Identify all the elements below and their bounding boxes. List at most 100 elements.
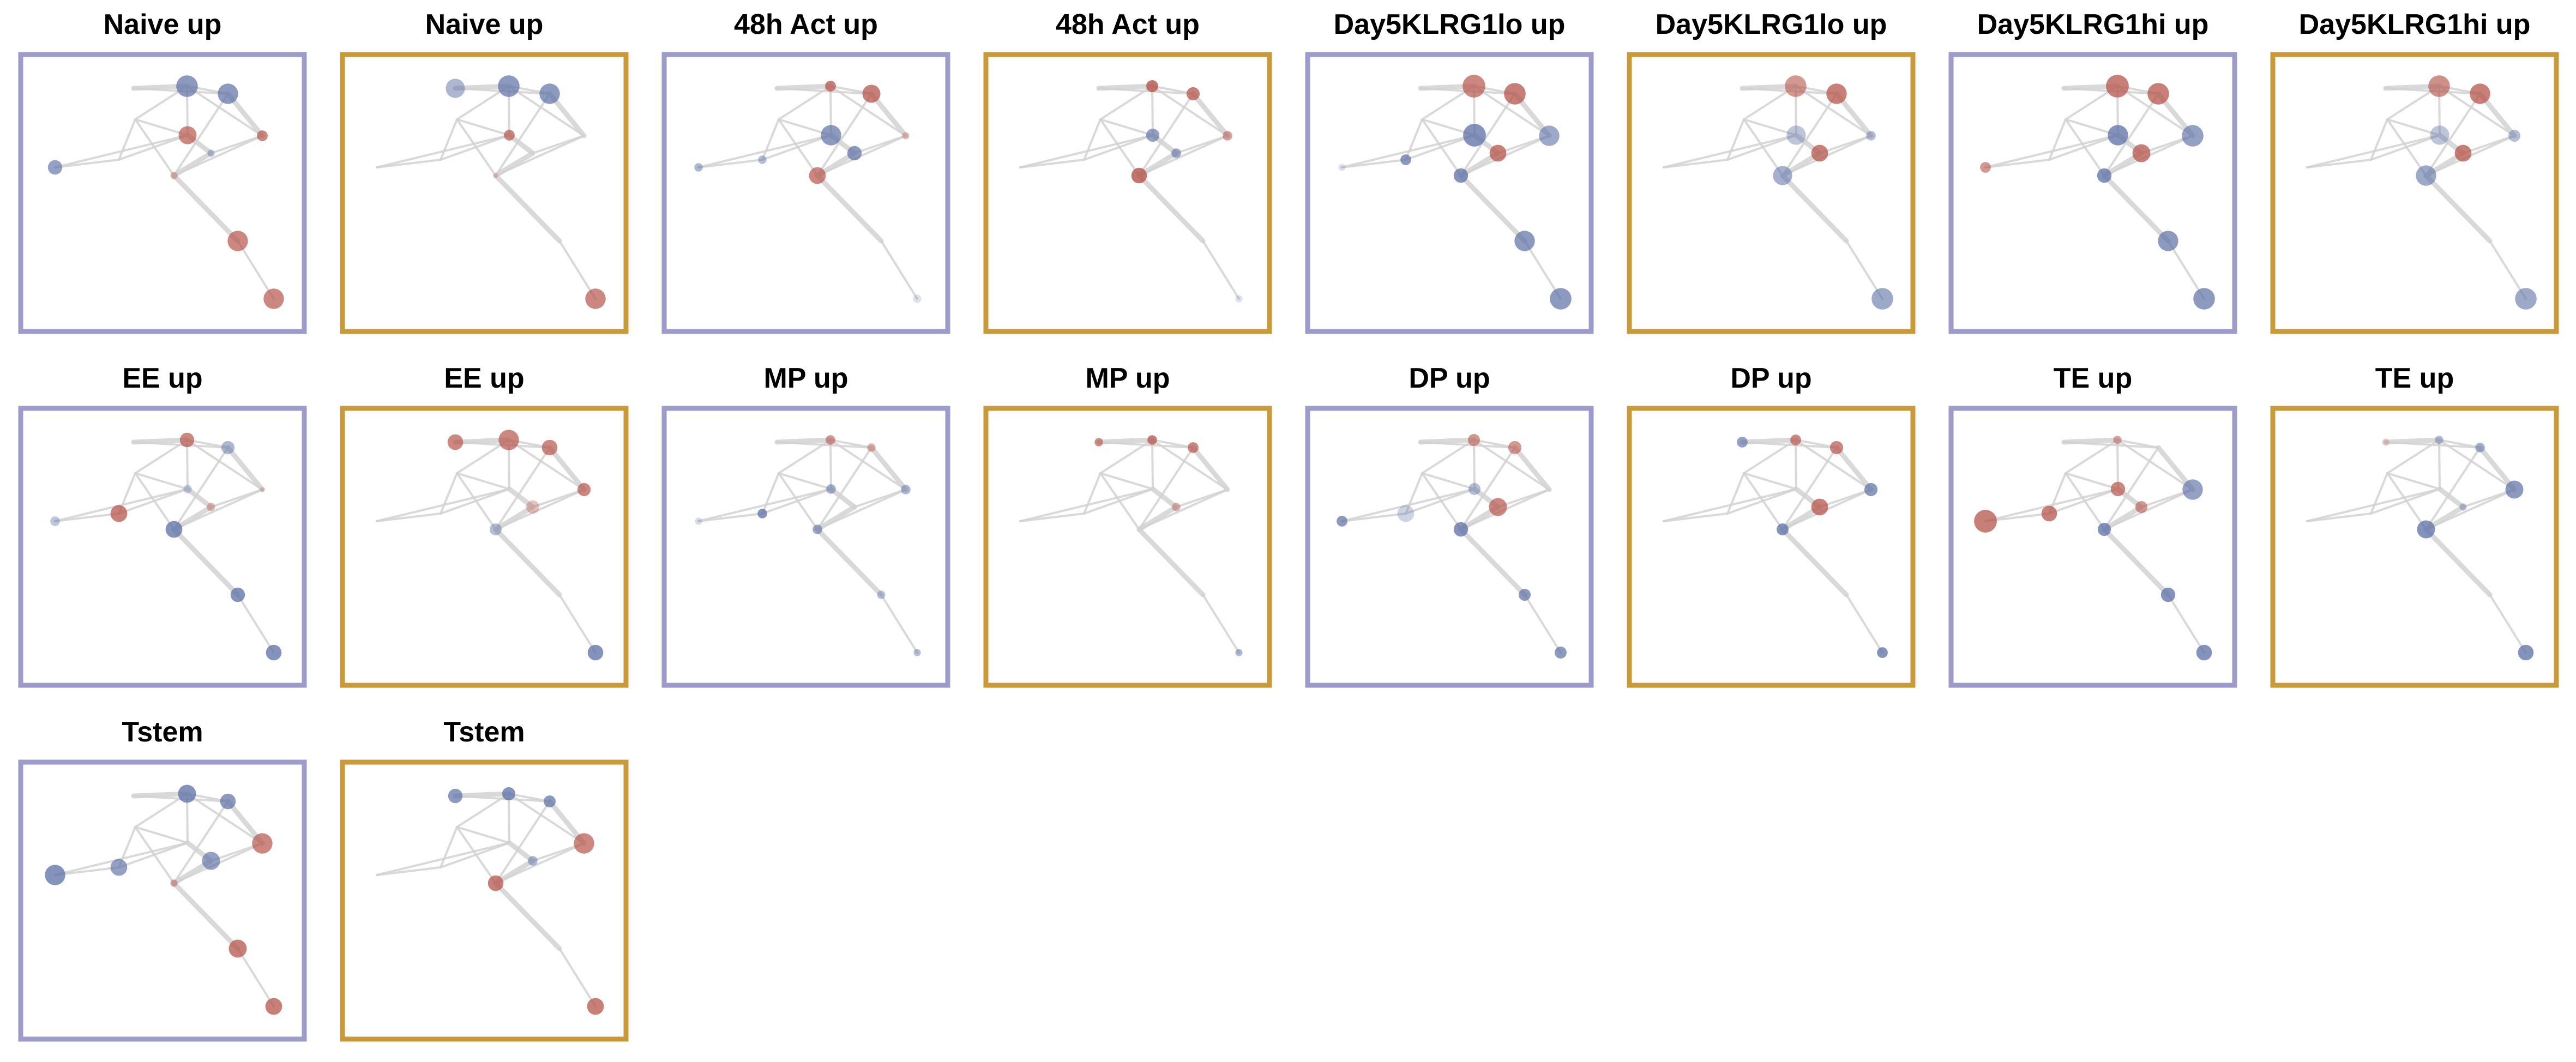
panel-9: EE up [18,363,307,688]
network-nodes [50,432,282,661]
network-node-n3 [1468,434,1480,446]
network-edge [1019,159,1085,168]
network-edge [1780,173,1849,244]
network-edge [225,445,265,492]
network-node-n4 [221,441,235,455]
network-edge [1473,439,1516,449]
network-edge [173,93,229,177]
network-edge [1151,85,1229,137]
network-node-n5 [577,482,591,497]
network-node-n5 [901,485,911,494]
network-node-n5 [260,487,265,492]
network-edge [54,488,189,522]
network-node-n4 [1504,83,1526,105]
network-node-n9 [2430,125,2449,145]
network-edge [1083,488,1154,515]
network-edge [2065,118,2105,177]
network-node-n6 [809,167,826,184]
network-node-n12 [2515,288,2537,310]
network-node-n4 [1186,87,1200,101]
network-edge [532,135,585,154]
network-node-n5 [252,833,273,854]
network-node-n5 [2505,480,2524,499]
panel-title: DP up [1730,363,1811,394]
network-node-n6 [812,524,822,534]
network-node-n9 [1463,124,1486,147]
network-node-n4 [541,439,558,456]
network-edge [697,159,763,168]
network-edge [376,159,442,168]
network-edge [186,793,263,844]
network-node-n3 [2113,436,2122,444]
network-edge [210,135,263,154]
network-edge [2116,439,2194,491]
network-edge [118,842,189,868]
network-edge [2386,439,2440,474]
network-edge [1083,472,1102,515]
network-edge [210,488,263,508]
network-edge [547,445,587,492]
network-node-n7 [528,856,538,866]
network-edge [2065,472,2105,530]
panel-title: Naive up [425,9,544,40]
network-edge [493,504,535,532]
panel-13: DP up [1305,363,1594,688]
network-edge [1136,173,1206,244]
network-edge [2370,134,2441,161]
network-edge [54,159,120,168]
network-edge [778,472,832,490]
network-edge [456,439,510,474]
network-edge [134,472,189,490]
network-edge [1743,439,1797,474]
panel-17: Tstem [18,716,307,1042]
panel-10: EE up [340,363,629,688]
network-edge [2462,488,2515,508]
network-edge [1138,446,1194,530]
network-edge [558,594,597,654]
network-node-n10 [110,505,128,522]
panel-frame [2270,406,2559,688]
network-edge [2103,93,2159,177]
network-node-n3 [178,785,196,803]
network-node-n3 [502,787,516,801]
network-nodes [447,430,604,661]
panel-5: Day5KLRG1lo up [1305,9,1594,334]
network-node-n12 [913,649,921,656]
panel-12: MP up [983,363,1272,688]
network-node-n4 [867,443,876,452]
network-edge [1421,472,1476,490]
network-node-n3 [1146,80,1158,92]
network-nodes [1094,435,1243,656]
network-edge [558,948,597,1007]
network-edge [1743,472,1784,530]
network-edge [1151,85,1194,95]
network-node-n12 [585,288,606,309]
network-node-n5 [2182,479,2203,500]
network-edge [1984,488,2119,522]
network-node-n5 [2508,130,2520,142]
network-edge [1175,488,1229,508]
network-edge [173,800,229,884]
network-node-n11 [227,231,248,251]
network-edge [440,826,458,868]
network-edge [507,840,535,864]
network-edge [171,173,240,244]
network-edge [1460,446,1516,530]
network-edge [558,240,597,300]
network-node-n5 [1223,131,1232,141]
panel-frame [983,52,1272,334]
network-node-n6 [165,521,183,538]
panel-title: Day5KLRG1hi up [1977,9,2209,40]
network-edge [237,240,275,300]
network-edge [1151,439,1229,491]
network-edge [2167,594,2205,654]
panel-title: MP up [1085,363,1170,394]
network-node-n9 [826,484,836,494]
network-edge [2489,594,2527,654]
network-edge [1819,135,1872,154]
network-edges [1663,437,1883,654]
panel-title: Day5KLRG1lo up [1656,9,1887,40]
network-edge [1099,439,1153,474]
network-edge [1019,512,1085,522]
network-node-n9 [1786,125,1806,145]
